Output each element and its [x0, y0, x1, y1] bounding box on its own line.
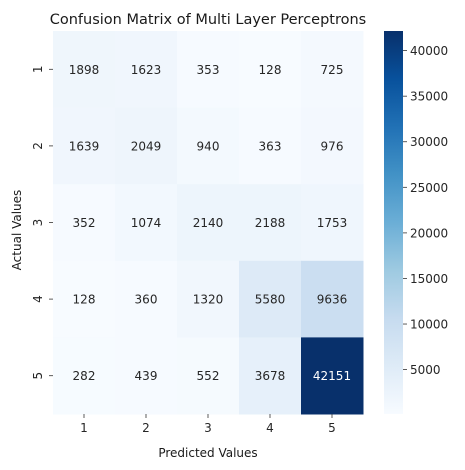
y-tick-label: 2 — [31, 142, 45, 150]
colorbar-tick-label: 35000 — [410, 90, 448, 104]
heatmap-cell-r3-c2 — [115, 184, 178, 262]
colorbar-tick-label: 25000 — [410, 181, 448, 195]
heatmap-cell-r5-c1 — [53, 337, 116, 415]
heatmap-cell-r1-c5 — [301, 31, 364, 109]
cell-value-label: 1623 — [131, 63, 162, 77]
cell-value-label: 439 — [135, 369, 158, 383]
colorbar-tick-label: 5000 — [410, 363, 441, 377]
colorbar-tick-label: 10000 — [410, 318, 448, 332]
colorbar-tick-label: 15000 — [410, 272, 448, 286]
cell-value-label: 1898 — [69, 63, 100, 77]
y-tick-label: 4 — [31, 295, 45, 303]
heatmap-cell-r2-c4 — [239, 107, 302, 185]
cell-value-label: 1320 — [193, 293, 224, 307]
cell-value-label: 128 — [73, 293, 96, 307]
colorbar-tick-label: 40000 — [410, 44, 448, 58]
heatmap-cell-r2-c3 — [177, 107, 240, 185]
cell-value-label: 282 — [73, 369, 96, 383]
cell-value-label: 352 — [73, 216, 96, 230]
cell-value-label: 1639 — [69, 139, 100, 153]
heatmap-cell-r4-c5 — [301, 260, 364, 338]
y-tick-label: 3 — [31, 219, 45, 227]
cell-value-label: 9636 — [317, 293, 348, 307]
heatmap-cell-r5-c5 — [301, 337, 364, 415]
x-axis-ticks: 1 2 3 4 5 — [80, 414, 336, 435]
cell-value-label: 1753 — [317, 216, 348, 230]
cell-value-label: 2188 — [255, 216, 286, 230]
heatmap-cell-r3-c1 — [53, 184, 116, 262]
cell-value-label: 725 — [321, 63, 344, 77]
heatmap-cell-r1-c2 — [115, 31, 178, 109]
heatmap-cells: 1898 1623 353 128 725 1639 2049 940 363 976 352 107… — [53, 31, 364, 415]
y-axis-ticks: 1 2 3 4 5 — [31, 65, 53, 380]
heatmap-cell-r3-c3 — [177, 184, 240, 262]
cell-value-label: 42151 — [313, 369, 351, 383]
colorbar-tick-label: 20000 — [410, 226, 448, 240]
colorbar-tick-label: 30000 — [410, 135, 448, 149]
cell-value-label: 940 — [197, 139, 220, 153]
heatmap-cell-r2-c2 — [115, 107, 178, 185]
heatmap-cell-r4-c3 — [177, 260, 240, 338]
cell-value-label: 1074 — [131, 216, 162, 230]
chart-title: Confusion Matrix of Multi Layer Perceptr… — [50, 12, 367, 28]
cell-value-label: 552 — [197, 369, 220, 383]
heatmap-cell-r1-c1 — [53, 31, 116, 109]
cell-value-label: 2049 — [131, 139, 162, 153]
cell-value-label: 128 — [259, 63, 282, 77]
colorbar — [384, 31, 403, 414]
heatmap-cell-r5-c2 — [115, 337, 178, 415]
x-tick-label: 3 — [204, 421, 212, 435]
cell-value-label: 2140 — [193, 216, 224, 230]
heatmap-cell-r1-c3 — [177, 31, 240, 109]
cell-value-label: 3678 — [255, 369, 286, 383]
heatmap-cell-r4-c1 — [53, 260, 116, 338]
y-tick-label: 1 — [31, 65, 45, 73]
cell-value-label: 5580 — [255, 293, 286, 307]
heatmap-cell-r3-c5 — [301, 184, 364, 262]
x-tick-label: 5 — [328, 421, 336, 435]
heatmap-cell-r3-c4 — [239, 184, 302, 262]
x-tick-label: 2 — [142, 421, 150, 435]
x-tick-label: 1 — [80, 421, 88, 435]
y-axis-label: Actual Values — [10, 190, 24, 271]
y-tick-label: 5 — [31, 372, 45, 380]
cell-value-label: 363 — [259, 139, 282, 153]
cell-value-label: 353 — [197, 63, 220, 77]
heatmap-cell-r2-c5 — [301, 107, 364, 185]
heatmap-cell-r4-c4 — [239, 260, 302, 338]
heatmap-cell-r4-c2 — [115, 260, 178, 338]
x-axis-label: Predicted Values — [158, 446, 257, 460]
heatmap-cell-r5-c3 — [177, 337, 240, 415]
cell-value-label: 360 — [135, 293, 158, 307]
colorbar-ticks: 5000 10000 15000 20000 25000 30000 35000 40000 — [403, 44, 448, 377]
heatmap-cell-r5-c4 — [239, 337, 302, 415]
heatmap-cell-r2-c1 — [53, 107, 116, 185]
x-tick-label: 4 — [266, 421, 274, 435]
cell-value-label: 976 — [321, 139, 344, 153]
heatmap-cell-r1-c4 — [239, 31, 302, 109]
